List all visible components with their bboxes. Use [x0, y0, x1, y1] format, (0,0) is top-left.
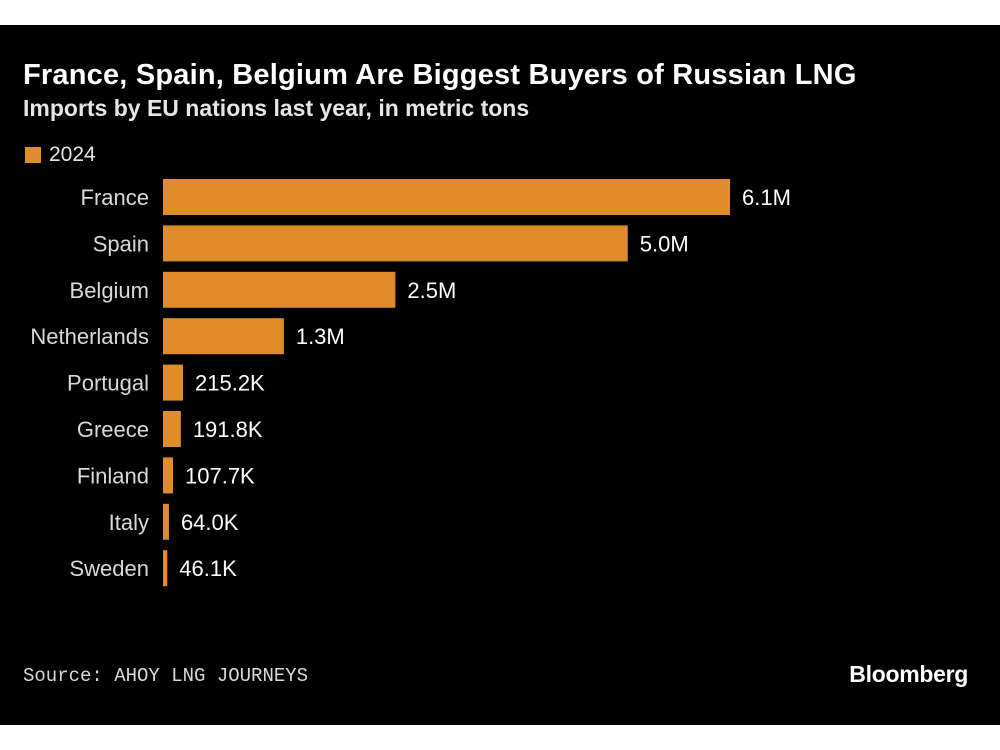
chart-subtitle: Imports by EU nations last year, in metr…	[23, 95, 530, 121]
value-label: 6.1M	[742, 185, 791, 210]
category-label: Spain	[93, 231, 149, 256]
source-note: Source: AHOY LNG JOURNEYS	[23, 665, 309, 687]
category-label: Italy	[109, 510, 149, 535]
bar-chart: France 6.1M Spain 5.0M Belgium 2.5M Netherland…	[30, 179, 791, 587]
category-label: Belgium	[70, 278, 149, 303]
category-label: France	[81, 185, 149, 210]
bar	[163, 457, 174, 494]
bar	[163, 318, 284, 355]
bar	[163, 503, 169, 540]
value-label: 5.0M	[640, 231, 689, 256]
value-label: 1.3M	[296, 324, 345, 349]
bar	[163, 550, 168, 587]
value-label: 107.7K	[185, 463, 255, 488]
category-label: Greece	[77, 417, 149, 442]
value-label: 2.5M	[407, 278, 456, 303]
category-label: Finland	[77, 463, 149, 488]
bar	[163, 364, 184, 401]
category-label: Sweden	[69, 556, 149, 581]
value-label: 64.0K	[181, 510, 239, 535]
chart-title: France, Spain, Belgium Are Biggest Buyer…	[23, 59, 857, 91]
category-label: Netherlands	[30, 324, 149, 349]
legend-label: 2024	[49, 143, 96, 166]
value-label: 191.8K	[193, 417, 263, 442]
bar	[163, 271, 396, 308]
value-label: 46.1K	[179, 556, 237, 581]
value-label: 215.2K	[195, 371, 265, 396]
bar	[163, 411, 181, 447]
legend-swatch	[25, 147, 41, 163]
category-label: Portugal	[67, 371, 149, 396]
bar	[163, 225, 628, 262]
legend: 2024	[25, 143, 96, 167]
bloomberg-logo: Bloomberg	[849, 661, 968, 687]
bar	[163, 179, 730, 215]
chart-frame: France, Spain, Belgium Are Biggest Buyer…	[0, 25, 1000, 725]
